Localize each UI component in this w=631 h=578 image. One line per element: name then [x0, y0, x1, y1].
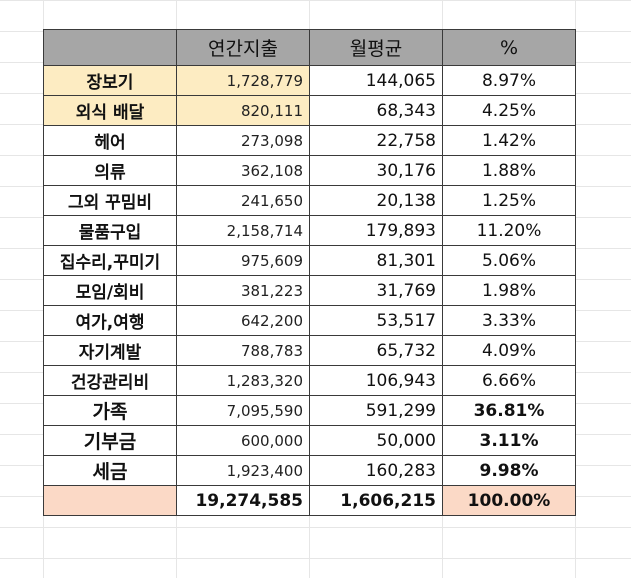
total-cell-annual[interactable]: 19,274,585 — [176, 485, 310, 516]
cell-category[interactable]: 세금 — [43, 455, 177, 486]
header-cell-category[interactable] — [43, 29, 177, 66]
cell-percent[interactable]: 1.98% — [442, 275, 576, 306]
table-row: 집수리,꾸미기 975,609 81,301 5.06% — [43, 245, 576, 276]
cell-percent[interactable]: 4.09% — [442, 335, 576, 366]
table-row: 물품구입 2,158,714 179,893 11.20% — [43, 215, 576, 246]
cell-percent[interactable]: 3.11% — [442, 425, 576, 456]
cell-monthly[interactable]: 144,065 — [309, 65, 443, 96]
cell-annual[interactable]: 381,223 — [176, 275, 310, 306]
cell-monthly[interactable]: 160,283 — [309, 455, 443, 486]
table-row: 모임/회비 381,223 31,769 1.98% — [43, 275, 576, 306]
cell-percent[interactable]: 8.97% — [442, 65, 576, 96]
cell-category[interactable]: 헤어 — [43, 125, 177, 156]
cell-category[interactable]: 자기계발 — [43, 335, 177, 366]
cell-monthly[interactable]: 65,732 — [309, 335, 443, 366]
table-row: 기부금 600,000 50,000 3.11% — [43, 425, 576, 456]
total-cell-monthly[interactable]: 1,606,215 — [309, 485, 443, 516]
cell-percent[interactable]: 9.98% — [442, 455, 576, 486]
cell-percent[interactable]: 1.42% — [442, 125, 576, 156]
total-cell-category[interactable] — [43, 485, 177, 516]
expense-table: 연간지출 월평균 % 장보기 1,728,779 144,065 8.97% 외… — [43, 29, 576, 516]
cell-category[interactable]: 가족 — [43, 395, 177, 426]
cell-annual[interactable]: 642,200 — [176, 305, 310, 336]
cell-category[interactable]: 그외 꾸밈비 — [43, 185, 177, 216]
cell-category[interactable]: 외식 배달 — [43, 95, 177, 126]
cell-annual[interactable]: 820,111 — [176, 95, 310, 126]
cell-percent[interactable]: 1.88% — [442, 155, 576, 186]
cell-annual[interactable]: 7,095,590 — [176, 395, 310, 426]
table-row: 여가,여행 642,200 53,517 3.33% — [43, 305, 576, 336]
cell-monthly[interactable]: 31,769 — [309, 275, 443, 306]
cell-category[interactable]: 모임/회비 — [43, 275, 177, 306]
table-row: 건강관리비 1,283,320 106,943 6.66% — [43, 365, 576, 396]
table-row: 세금 1,923,400 160,283 9.98% — [43, 455, 576, 486]
table-row: 장보기 1,728,779 144,065 8.97% — [43, 65, 576, 96]
cell-monthly[interactable]: 53,517 — [309, 305, 443, 336]
cell-annual[interactable]: 273,098 — [176, 125, 310, 156]
cell-annual[interactable]: 1,923,400 — [176, 455, 310, 486]
cell-annual[interactable]: 1,283,320 — [176, 365, 310, 396]
cell-monthly[interactable]: 81,301 — [309, 245, 443, 276]
cell-category[interactable]: 의류 — [43, 155, 177, 186]
cell-monthly[interactable]: 20,138 — [309, 185, 443, 216]
table-row: 외식 배달 820,111 68,343 4.25% — [43, 95, 576, 126]
table-row: 가족 7,095,590 591,299 36.81% — [43, 395, 576, 426]
cell-percent[interactable]: 3.33% — [442, 305, 576, 336]
cell-monthly[interactable]: 591,299 — [309, 395, 443, 426]
cell-percent[interactable]: 1.25% — [442, 185, 576, 216]
cell-category[interactable]: 건강관리비 — [43, 365, 177, 396]
header-row: 연간지출 월평균 % — [43, 29, 576, 66]
cell-percent[interactable]: 4.25% — [442, 95, 576, 126]
cell-annual[interactable]: 362,108 — [176, 155, 310, 186]
cell-percent[interactable]: 6.66% — [442, 365, 576, 396]
header-cell-monthly[interactable]: 월평균 — [309, 29, 443, 66]
table-row: 헤어 273,098 22,758 1.42% — [43, 125, 576, 156]
cell-annual[interactable]: 241,650 — [176, 185, 310, 216]
cell-category[interactable]: 집수리,꾸미기 — [43, 245, 177, 276]
cell-percent[interactable]: 5.06% — [442, 245, 576, 276]
cell-monthly[interactable]: 30,176 — [309, 155, 443, 186]
cell-monthly[interactable]: 50,000 — [309, 425, 443, 456]
cell-annual[interactable]: 788,783 — [176, 335, 310, 366]
cell-percent[interactable]: 11.20% — [442, 215, 576, 246]
cell-percent[interactable]: 36.81% — [442, 395, 576, 426]
cell-annual[interactable]: 2,158,714 — [176, 215, 310, 246]
table-row: 자기계발 788,783 65,732 4.09% — [43, 335, 576, 366]
total-cell-percent[interactable]: 100.00% — [442, 485, 576, 516]
cell-annual[interactable]: 975,609 — [176, 245, 310, 276]
table-row: 그외 꾸밈비 241,650 20,138 1.25% — [43, 185, 576, 216]
cell-monthly[interactable]: 179,893 — [309, 215, 443, 246]
cell-category[interactable]: 여가,여행 — [43, 305, 177, 336]
cell-monthly[interactable]: 22,758 — [309, 125, 443, 156]
cell-category[interactable]: 물품구입 — [43, 215, 177, 246]
cell-category[interactable]: 장보기 — [43, 65, 177, 96]
cell-category[interactable]: 기부금 — [43, 425, 177, 456]
cell-annual[interactable]: 600,000 — [176, 425, 310, 456]
total-row: 19,274,585 1,606,215 100.00% — [43, 485, 576, 516]
header-cell-annual[interactable]: 연간지출 — [176, 29, 310, 66]
cell-annual[interactable]: 1,728,779 — [176, 65, 310, 96]
header-cell-percent[interactable]: % — [442, 29, 576, 66]
table-row: 의류 362,108 30,176 1.88% — [43, 155, 576, 186]
cell-monthly[interactable]: 68,343 — [309, 95, 443, 126]
cell-monthly[interactable]: 106,943 — [309, 365, 443, 396]
